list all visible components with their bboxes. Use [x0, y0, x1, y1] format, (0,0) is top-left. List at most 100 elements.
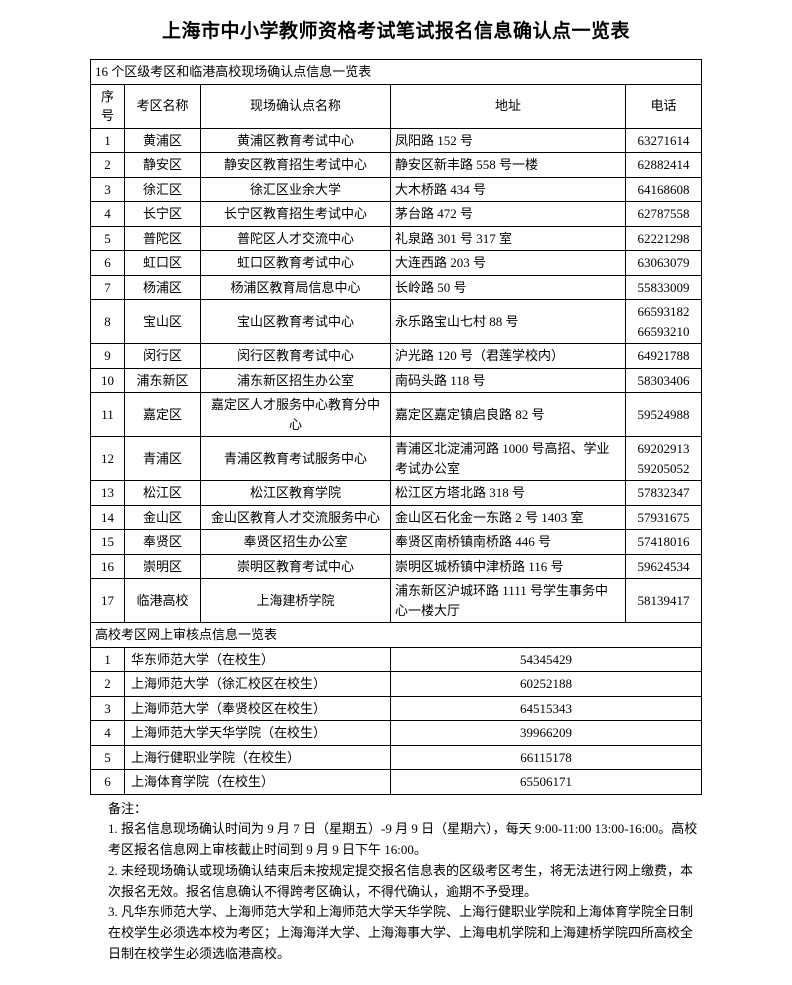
header-point: 现场确认点名称	[201, 84, 391, 128]
table-row: 3徐汇区徐汇区业余大学大木桥路 434 号64168608	[91, 177, 702, 202]
cell-school: 上海师范大学天华学院（在校生）	[125, 721, 391, 746]
table-row: 2上海师范大学（徐汇校区在校生）60252188	[91, 672, 702, 697]
cell-phone: 64921788	[625, 344, 701, 369]
cell-phone: 62787558	[625, 202, 701, 227]
cell-addr: 礼泉路 301 号 317 室	[391, 226, 626, 251]
cell-addr: 大连西路 203 号	[391, 251, 626, 276]
cell-point: 徐汇区业余大学	[201, 177, 391, 202]
cell-seq: 2	[91, 153, 125, 178]
cell-point: 嘉定区人才服务中心教育分中心	[201, 393, 391, 437]
cell-seq: 9	[91, 344, 125, 369]
section1-header-row: 16 个区级考区和临港高校现场确认点信息一览表	[91, 60, 702, 85]
cell-seq: 7	[91, 275, 125, 300]
cell-zone: 闵行区	[125, 344, 201, 369]
cell-addr: 浦东新区沪城环路 1111 号学生事务中心一楼大厅	[391, 579, 626, 623]
cell-seq: 2	[91, 672, 125, 697]
cell-point: 静安区教育招生考试中心	[201, 153, 391, 178]
table-row: 13松江区松江区教育学院松江区方塔北路 318 号57832347	[91, 481, 702, 506]
table-row: 14金山区金山区教育人才交流服务中心金山区石化金一东路 2 号 1403 室57…	[91, 505, 702, 530]
cell-addr: 长岭路 50 号	[391, 275, 626, 300]
note-item: 2. 未经现场确认或现场确认结束后未按规定提交报名信息表的区级考区考生，将无法进…	[108, 861, 702, 903]
cell-point: 虹口区教育考试中心	[201, 251, 391, 276]
cell-phone: 66115178	[391, 745, 702, 770]
cell-addr: 大木桥路 434 号	[391, 177, 626, 202]
cell-zone: 浦东新区	[125, 368, 201, 393]
cell-phone: 63063079	[625, 251, 701, 276]
cell-phone: 59524988	[625, 393, 701, 437]
cell-point: 宝山区教育考试中心	[201, 300, 391, 344]
table-row: 17临港高校上海建桥学院浦东新区沪城环路 1111 号学生事务中心一楼大厅581…	[91, 579, 702, 623]
cell-zone: 普陀区	[125, 226, 201, 251]
cell-zone: 青浦区	[125, 437, 201, 481]
cell-school: 上海体育学院（在校生）	[125, 770, 391, 795]
table-row: 16崇明区崇明区教育考试中心崇明区城桥镇中津桥路 116 号59624534	[91, 554, 702, 579]
cell-seq: 3	[91, 177, 125, 202]
cell-addr: 金山区石化金一东路 2 号 1403 室	[391, 505, 626, 530]
cell-zone: 杨浦区	[125, 275, 201, 300]
cell-addr: 凤阳路 152 号	[391, 128, 626, 153]
note-item: 1. 报名信息现场确认时间为 9 月 7 日（星期五）-9 月 9 日（星期六）…	[108, 819, 702, 861]
cell-phone: 58303406	[625, 368, 701, 393]
cell-addr: 静安区新丰路 558 号一楼	[391, 153, 626, 178]
cell-seq: 6	[91, 251, 125, 276]
table-row: 1华东师范大学（在校生）54345429	[91, 647, 702, 672]
table-row: 8宝山区宝山区教育考试中心永乐路宝山七村 88 号66593182 665932…	[91, 300, 702, 344]
table-row: 5普陀区普陀区人才交流中心礼泉路 301 号 317 室62221298	[91, 226, 702, 251]
section2-header: 高校考区网上审核点信息一览表	[91, 623, 702, 648]
cell-seq: 10	[91, 368, 125, 393]
cell-seq: 1	[91, 128, 125, 153]
cell-point: 普陀区人才交流中心	[201, 226, 391, 251]
cell-addr: 奉贤区南桥镇南桥路 446 号	[391, 530, 626, 555]
cell-point: 上海建桥学院	[201, 579, 391, 623]
table-row: 4长宁区长宁区教育招生考试中心茅台路 472 号62787558	[91, 202, 702, 227]
cell-school: 华东师范大学（在校生）	[125, 647, 391, 672]
cell-phone: 66593182 66593210	[625, 300, 701, 344]
table-row: 3上海师范大学（奉贤校区在校生）64515343	[91, 696, 702, 721]
cell-point: 黄浦区教育考试中心	[201, 128, 391, 153]
cell-point: 松江区教育学院	[201, 481, 391, 506]
cell-point: 长宁区教育招生考试中心	[201, 202, 391, 227]
cell-zone: 静安区	[125, 153, 201, 178]
section2-header-row: 高校考区网上审核点信息一览表	[91, 623, 702, 648]
page: 上海市中小学教师资格考试笔试报名信息确认点一览表 16 个区级考区和临港高校现场…	[0, 0, 792, 985]
cell-phone: 65506171	[391, 770, 702, 795]
cell-point: 青浦区教育考试服务中心	[201, 437, 391, 481]
cell-zone: 金山区	[125, 505, 201, 530]
cell-addr: 嘉定区嘉定镇启良路 82 号	[391, 393, 626, 437]
cell-addr: 南码头路 118 号	[391, 368, 626, 393]
table-row: 9闵行区闵行区教育考试中心沪光路 120 号（君莲学校内）64921788	[91, 344, 702, 369]
cell-addr: 青浦区北淀浦河路 1000 号高招、学业考试办公室	[391, 437, 626, 481]
cell-seq: 15	[91, 530, 125, 555]
cell-seq: 4	[91, 721, 125, 746]
cell-point: 闵行区教育考试中心	[201, 344, 391, 369]
cell-school: 上海行健职业学院（在校生）	[125, 745, 391, 770]
confirmation-points-table: 16 个区级考区和临港高校现场确认点信息一览表序号考区名称现场确认点名称地址电话…	[90, 59, 702, 795]
table-row: 4上海师范大学天华学院（在校生）39966209	[91, 721, 702, 746]
table-row: 2静安区静安区教育招生考试中心静安区新丰路 558 号一楼62882414	[91, 153, 702, 178]
cell-zone: 宝山区	[125, 300, 201, 344]
cell-seq: 5	[91, 226, 125, 251]
cell-zone: 临港高校	[125, 579, 201, 623]
cell-seq: 8	[91, 300, 125, 344]
table-header-row: 序号考区名称现场确认点名称地址电话	[91, 84, 702, 128]
header-zone: 考区名称	[125, 84, 201, 128]
cell-phone: 57832347	[625, 481, 701, 506]
cell-phone: 55833009	[625, 275, 701, 300]
cell-phone: 63271614	[625, 128, 701, 153]
cell-addr: 崇明区城桥镇中津桥路 116 号	[391, 554, 626, 579]
notes-label: 备注：	[108, 799, 702, 820]
table-row: 1黄浦区黄浦区教育考试中心凤阳路 152 号63271614	[91, 128, 702, 153]
cell-seq: 5	[91, 745, 125, 770]
header-phone: 电话	[625, 84, 701, 128]
cell-zone: 徐汇区	[125, 177, 201, 202]
cell-point: 杨浦区教育局信息中心	[201, 275, 391, 300]
cell-phone: 62882414	[625, 153, 701, 178]
table-row: 10浦东新区浦东新区招生办公室南码头路 118 号58303406	[91, 368, 702, 393]
header-addr: 地址	[391, 84, 626, 128]
cell-point: 崇明区教育考试中心	[201, 554, 391, 579]
table-row: 5上海行健职业学院（在校生）66115178	[91, 745, 702, 770]
table-row: 6上海体育学院（在校生）65506171	[91, 770, 702, 795]
cell-phone: 60252188	[391, 672, 702, 697]
cell-phone: 58139417	[625, 579, 701, 623]
cell-phone: 59624534	[625, 554, 701, 579]
